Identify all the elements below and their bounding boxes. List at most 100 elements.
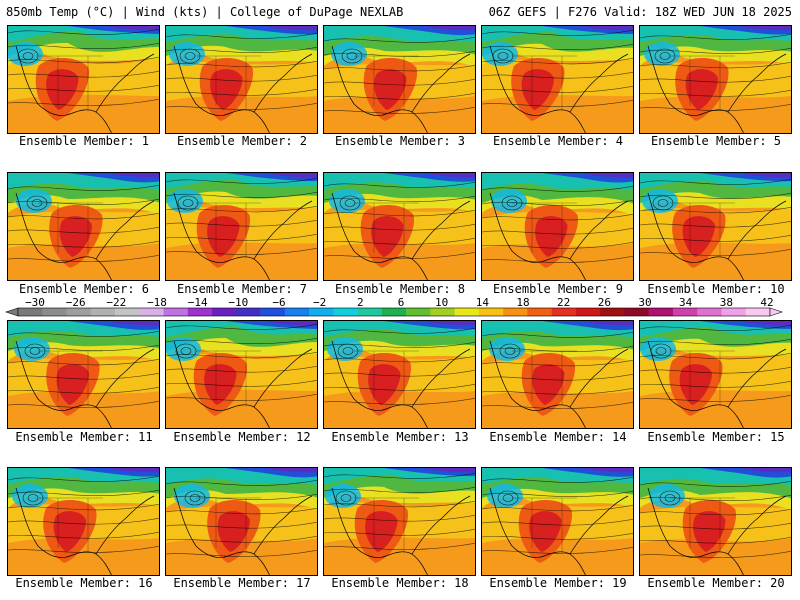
colorbar-tick-label: 10 — [435, 297, 448, 309]
colorbar-swatch — [236, 308, 261, 316]
temperature-map — [640, 321, 791, 428]
ensemble-member-label: Ensemble Member: 7 — [176, 282, 308, 296]
temperature-map — [324, 321, 475, 428]
colorbar-swatch — [90, 308, 116, 316]
ensemble-map-panel — [481, 172, 634, 281]
colorbar-tick-label: −26 — [66, 297, 86, 309]
colorbar-tick-label: 26 — [598, 297, 611, 309]
colorbar-swatch — [187, 308, 213, 316]
ensemble-member-label: Ensemble Member: 19 — [489, 576, 627, 590]
temperature-map — [324, 26, 475, 133]
ensemble-member-label: Ensemble Member: 1 — [18, 134, 150, 148]
temperature-map — [8, 468, 159, 575]
ensemble-member-label: Ensemble Member: 9 — [492, 282, 624, 296]
colorbar-tick-label: 6 — [398, 297, 405, 309]
ensemble-map-panel — [165, 172, 318, 281]
colorbar-tick-label: −6 — [272, 297, 285, 309]
colorbar-swatch — [163, 308, 189, 316]
colorbar-swatch — [503, 308, 528, 316]
colorbar-swatch — [42, 308, 67, 316]
header-title: 850mb Temp (°C) | Wind (kts) | College o… — [6, 5, 404, 19]
colorbar-swatch — [697, 308, 722, 316]
ensemble-member-label: Ensemble Member: 4 — [492, 134, 624, 148]
ensemble-member-label: Ensemble Member: 5 — [650, 134, 782, 148]
ensemble-map-panel — [481, 320, 634, 429]
temperature-map — [8, 26, 159, 133]
colorbar-tick-label: −10 — [228, 297, 248, 309]
ensemble-member-label: Ensemble Member: 17 — [173, 576, 311, 590]
ensemble-map-panel — [7, 25, 160, 134]
temperature-map — [166, 468, 317, 575]
temperature-map — [640, 26, 791, 133]
ensemble-map-panel — [323, 467, 476, 576]
colorbar-swatch — [648, 308, 674, 316]
ensemble-map-panel — [481, 25, 634, 134]
colorbar-swatch — [430, 308, 455, 316]
header-valid-time: 06Z GEFS | F276 Valid: 18Z WED JUN 18 20… — [488, 5, 792, 19]
colorbar-swatch — [212, 308, 237, 316]
temperature-map — [324, 173, 475, 280]
temperature-map — [482, 173, 633, 280]
colorbar-swatch — [745, 308, 771, 316]
temperature-map — [324, 468, 475, 575]
temperature-colorbar: −30 −26 −22 −18 −14 −10 −6 −2 2 6 10 14 18 22 26 30 34 38… — [0, 297, 800, 323]
colorbar-swatch — [260, 308, 286, 316]
colorbar-tick-label: 34 — [679, 297, 693, 309]
temperature-map — [640, 468, 791, 575]
temperature-map — [482, 468, 633, 575]
colorbar-tick-label: −18 — [147, 297, 167, 309]
colorbar-swatch — [284, 308, 310, 316]
ensemble-map-panel — [639, 467, 792, 576]
temperature-map — [482, 26, 633, 133]
ensemble-member-label: Ensemble Member: 18 — [331, 576, 469, 590]
ensemble-member-label: Ensemble Member: 16 — [15, 576, 153, 590]
colorbar-tick-label: 22 — [557, 297, 570, 309]
ensemble-member-label: Ensemble Member: 10 — [647, 282, 785, 296]
colorbar-swatch — [333, 308, 358, 316]
ensemble-member-label: Ensemble Member: 20 — [647, 576, 785, 590]
ensemble-map-panel — [323, 320, 476, 429]
ensemble-member-label: Ensemble Member: 3 — [334, 134, 466, 148]
ensemble-map-panel — [7, 467, 160, 576]
ensemble-member-label: Ensemble Member: 12 — [173, 430, 311, 444]
ensemble-map-panel — [323, 25, 476, 134]
ensemble-map-panel — [165, 25, 318, 134]
colorbar-tick-label: −2 — [313, 297, 326, 309]
ensemble-map-panel — [165, 320, 318, 429]
ensemble-map-panel — [639, 25, 792, 134]
ensemble-member-label: Ensemble Member: 8 — [334, 282, 466, 296]
header: 850mb Temp (°C) | Wind (kts) | College o… — [0, 0, 800, 24]
colorbar-swatch — [721, 308, 747, 316]
ensemble-map-panel — [7, 320, 160, 429]
colorbar-swatch — [600, 308, 625, 316]
ensemble-member-label: Ensemble Member: 13 — [331, 430, 469, 444]
ensemble-map-panel — [639, 172, 792, 281]
colorbar-swatch — [309, 308, 334, 316]
colorbar-max-arrow — [769, 307, 783, 317]
temperature-map — [166, 321, 317, 428]
colorbar-tick-label: −22 — [106, 297, 126, 309]
temperature-map — [640, 173, 791, 280]
colorbar-swatch — [624, 308, 650, 316]
colorbar-tick-label: 2 — [357, 297, 364, 309]
colorbar-swatch — [18, 308, 43, 316]
ensemble-map-panel — [7, 172, 160, 281]
colorbar-swatch — [575, 308, 601, 316]
ensemble-member-label: Ensemble Member: 14 — [489, 430, 627, 444]
colorbar-tick-label: 30 — [638, 297, 651, 309]
ensemble-member-label: Ensemble Member: 11 — [15, 430, 153, 444]
temperature-map — [482, 321, 633, 428]
ensemble-map-panel — [481, 467, 634, 576]
colorbar-tick-label: −30 — [25, 297, 45, 309]
temperature-map — [166, 26, 317, 133]
temperature-map — [8, 173, 159, 280]
colorbar-tick-label: 14 — [476, 297, 490, 309]
colorbar-swatch — [454, 308, 480, 316]
ensemble-member-label: Ensemble Member: 2 — [176, 134, 308, 148]
colorbar-swatch — [406, 308, 431, 316]
ensemble-map-panel — [165, 467, 318, 576]
colorbar-swatch — [672, 308, 698, 316]
colorbar-swatch — [139, 308, 164, 316]
temperature-map — [166, 173, 317, 280]
temperature-map — [8, 321, 159, 428]
